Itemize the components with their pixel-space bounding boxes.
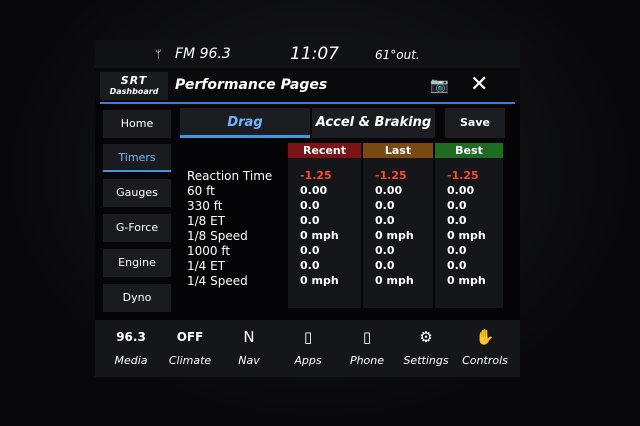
column-header: Last — [363, 143, 433, 158]
cell-value: 0 mph — [300, 229, 339, 242]
cell-value: 0.0 — [300, 259, 320, 272]
cell-value: -1.25 — [447, 169, 479, 182]
status-bar: ᛘ FM 96.3 11:07 61°out. — [95, 40, 520, 68]
row-label: 1000 ft — [187, 244, 231, 258]
sidebar-item-home[interactable]: Home — [103, 110, 171, 138]
column-recent: Recent -1.25 0.00 0.0 0.0 0 mph 0.0 0.0 0 mph — [288, 143, 361, 308]
cell-value: -1.25 — [375, 169, 407, 182]
row-label: 1/4 ET — [187, 259, 226, 273]
cell-value: 0.0 — [375, 214, 395, 227]
tab-accel-braking[interactable]: Accel & Braking — [312, 108, 435, 138]
nav-media[interactable]: 96.3 Media — [103, 326, 159, 367]
row-label: 1/8 ET — [187, 214, 226, 228]
nav-label: Controls — [462, 354, 508, 367]
nav-label: Settings — [403, 354, 449, 367]
srt-logo[interactable]: SRT Dashboard — [100, 72, 168, 100]
media-icon: 96.3 — [116, 330, 146, 344]
outside-temp: 61°out. — [375, 48, 420, 62]
cell-value: 0 mph — [300, 274, 339, 287]
sidebar-item-gauges[interactable]: Gauges — [103, 179, 171, 207]
cell-value: -1.25 — [300, 169, 332, 182]
column-best: Best -1.25 0.00 0.0 0.0 0 mph 0.0 0.0 0 mph — [435, 143, 503, 308]
sidebar-item-dyno[interactable]: Dyno — [103, 284, 171, 312]
climate-icon: OFF — [176, 330, 204, 344]
cell-value: 0.00 — [375, 184, 403, 197]
cell-value: 0.0 — [375, 199, 395, 212]
nav-label: Phone — [349, 354, 385, 367]
column-header: Recent — [288, 143, 361, 158]
cell-value: 0.0 — [447, 244, 467, 257]
cell-value: 0.0 — [447, 259, 467, 272]
save-button[interactable]: Save — [445, 108, 505, 138]
clock: 11:07 — [290, 44, 339, 64]
close-icon[interactable]: ✕ — [470, 72, 489, 97]
cell-value: 0.0 — [447, 199, 467, 212]
column-header: Best — [435, 143, 503, 158]
cell-value: 0 mph — [447, 274, 486, 287]
row-label: 330 ft — [187, 199, 223, 213]
phone-icon: ▯ — [362, 328, 372, 346]
nav-phone[interactable]: ▯ Phone — [339, 326, 395, 367]
tab-drag[interactable]: Drag — [180, 108, 310, 138]
cell-value: 0 mph — [447, 229, 486, 242]
apps-icon: ▯ — [303, 328, 313, 346]
nav-apps[interactable]: ▯ Apps — [280, 326, 336, 367]
nav-icon: N — [243, 328, 255, 346]
page-title: Performance Pages — [175, 77, 328, 93]
sidebar-item-engine[interactable]: Engine — [103, 249, 171, 277]
cell-value: 0 mph — [375, 274, 414, 287]
cell-value: 0.0 — [375, 259, 395, 272]
controls-icon: ✋ — [475, 328, 495, 346]
radio-station: FM 96.3 — [175, 46, 231, 62]
cell-value: 0.0 — [300, 199, 320, 212]
screen: ᛘ FM 96.3 11:07 61°out. SRT Dashboard Per… — [95, 40, 520, 377]
cell-value: 0.0 — [300, 244, 320, 257]
camera-icon[interactable]: 📷 — [430, 76, 449, 94]
sidebar-item-g-force[interactable]: G-Force — [103, 214, 171, 242]
nav-label: Nav — [238, 354, 260, 367]
settings-icon: ⚙ — [419, 328, 433, 346]
column-last: Last -1.25 0.00 0.0 0.0 0 mph 0.0 0.0 0 mph — [363, 143, 433, 308]
cell-value: 0.0 — [447, 214, 467, 227]
title-bar: SRT Dashboard Performance Pages 📷 ✕ — [95, 70, 520, 102]
nav-climate[interactable]: OFF Climate — [162, 326, 218, 367]
nav-controls[interactable]: ✋ Controls — [457, 326, 513, 367]
nav-label: Climate — [168, 354, 212, 367]
row-label: 60 ft — [187, 184, 215, 198]
bottom-nav: 96.3 Media OFF Climate N Nav ▯ Apps ▯ Phone ⚙ Setti… — [95, 320, 520, 377]
sidebar-item-timers[interactable]: Timers — [103, 144, 171, 172]
cell-value: 0.00 — [300, 184, 328, 197]
cell-value: 0 mph — [375, 229, 414, 242]
cell-value: 0.0 — [375, 244, 395, 257]
divider — [100, 102, 515, 104]
signal-icon: ᛘ — [155, 48, 162, 61]
cell-value: 0.0 — [300, 214, 320, 227]
nav-nav[interactable]: N Nav — [221, 326, 277, 367]
nav-label: Apps — [294, 354, 322, 367]
cell-value: 0.00 — [447, 184, 475, 197]
row-label: Reaction Time — [187, 169, 273, 183]
nav-label: Media — [114, 354, 148, 367]
nav-settings[interactable]: ⚙ Settings — [398, 326, 454, 367]
row-label: 1/4 Speed — [187, 274, 248, 288]
row-label: 1/8 Speed — [187, 229, 248, 243]
